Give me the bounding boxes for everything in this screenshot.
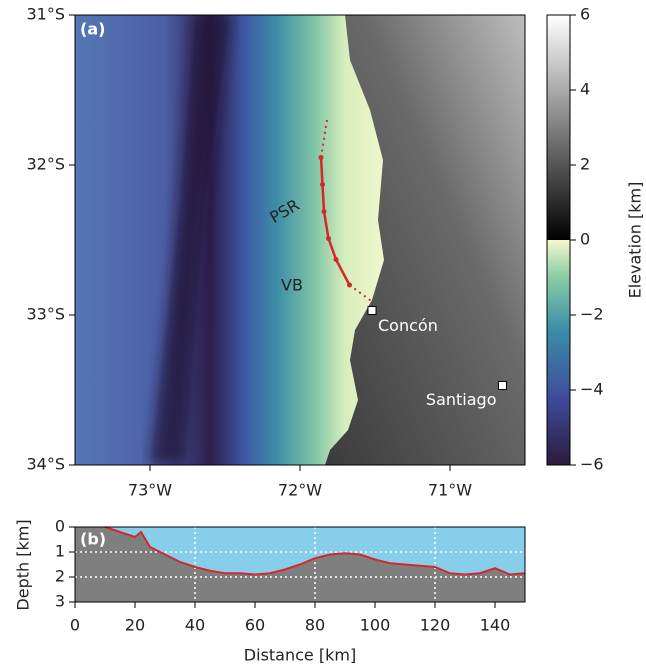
fault-point <box>347 282 352 288</box>
fault-point <box>320 182 325 187</box>
panel-label: (a) <box>80 20 105 39</box>
x-tick-label: 0 <box>70 616 80 635</box>
x-tick-label: 80 <box>305 616 325 635</box>
colorbar-tick-label: 6 <box>580 5 590 24</box>
colorbar-tick-label: −4 <box>580 380 604 399</box>
fault-point <box>318 155 324 160</box>
place-marker <box>498 381 507 390</box>
x-tick-label: 140 <box>480 616 511 635</box>
fault-line <box>319 157 351 286</box>
colorbar-tick-label: 4 <box>580 80 590 99</box>
y-tick-label: 34°S <box>26 455 65 474</box>
place-label: Santiago <box>426 390 497 409</box>
place-marker <box>367 306 377 315</box>
y-tick-label: 32°S <box>26 155 65 174</box>
map-background <box>75 15 525 465</box>
x-tick-label: 100 <box>360 616 391 635</box>
colorbar-tick-label: 0 <box>580 230 590 249</box>
colorbar-label: Elevation [km] <box>626 182 645 299</box>
colorbar-tick-label: 2 <box>580 155 590 174</box>
fault-point <box>321 209 327 214</box>
colorbar-tick-label: −2 <box>580 305 604 324</box>
x-tick-label: 60 <box>245 616 265 635</box>
y-tick-label: 2 <box>55 567 65 586</box>
panel-label: (b) <box>80 530 106 549</box>
fault-point <box>333 257 339 262</box>
x-tick-label: 73°W <box>128 481 172 500</box>
y-tick-label: 3 <box>55 592 65 611</box>
x-tick-label: 72°W <box>278 481 322 500</box>
y-tick-label: 1 <box>55 542 65 561</box>
colorbar <box>546 14 571 466</box>
place-label: Concón <box>378 316 438 335</box>
y-tick-label: 33°S <box>26 305 65 324</box>
depth-line <box>104 526 526 576</box>
fault-extension <box>348 284 373 303</box>
y-axis-label: Depth [km] <box>14 519 33 610</box>
fault-extension <box>320 119 328 158</box>
annotation: VB <box>281 276 303 295</box>
colorbar-tick-label: −6 <box>580 455 604 474</box>
x-tick-label: 120 <box>420 616 451 635</box>
profile-frame <box>74 526 526 603</box>
y-tick-label: 31°S <box>26 5 65 24</box>
x-tick-label: 71°W <box>428 481 472 500</box>
x-tick-label: 20 <box>125 616 145 635</box>
x-axis-label: Distance [km] <box>244 646 356 665</box>
x-tick-label: 40 <box>185 616 205 635</box>
y-tick-label: 0 <box>55 517 65 536</box>
fault-point <box>326 236 331 241</box>
